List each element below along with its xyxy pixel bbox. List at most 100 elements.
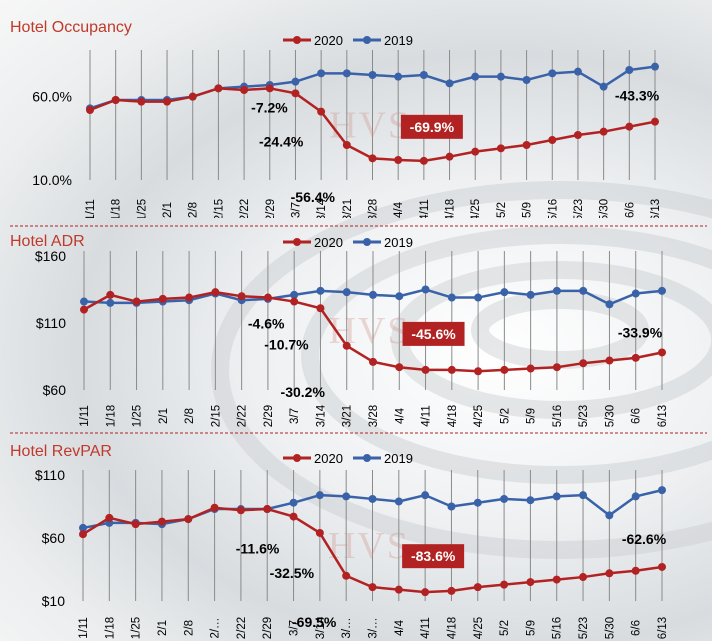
data-point-2019 [80, 297, 88, 306]
x-tick-label: 5/23 [573, 199, 585, 218]
data-point-2020 [158, 294, 167, 303]
x-tick-label: 2/15 [213, 199, 225, 218]
data-point-2020 [631, 353, 640, 362]
annotation-label: -56.4% [291, 189, 336, 205]
data-point-2020 [240, 86, 249, 94]
data-point-2020 [214, 84, 223, 93]
data-point-2019 [368, 71, 377, 79]
annotation-label: -7.2% [251, 99, 288, 115]
data-point-2020 [552, 363, 561, 372]
x-tick-label: 5/2 [499, 620, 511, 636]
data-point-2020 [395, 363, 404, 372]
data-point-2020 [86, 106, 94, 114]
x-tick-label: 3/21 [342, 405, 354, 427]
x-tick-label: 6/6 [631, 620, 643, 636]
x-tick-label: 1/18 [104, 617, 116, 639]
data-point-2020 [496, 144, 505, 153]
annotation-label-highlight: -69.9% [410, 119, 455, 135]
data-point-2020 [188, 92, 197, 101]
data-point-2019 [447, 293, 456, 302]
data-point-2019 [342, 492, 351, 501]
data-point-2020 [163, 97, 172, 106]
y-tick-label: $60 [43, 382, 67, 398]
x-tick-label: 2/1 [158, 408, 170, 424]
y-tick-label: 60.0% [32, 89, 72, 105]
data-point-2020 [605, 356, 614, 365]
data-point-2020 [342, 571, 351, 580]
data-point-2020 [132, 297, 141, 306]
data-point-2019 [445, 79, 454, 88]
x-tick-label: 5/16 [547, 199, 559, 218]
x-tick-label: 1/25 [131, 617, 143, 639]
legend-label-2019: 2019 [384, 33, 413, 48]
data-point-2020 [579, 573, 588, 582]
y-tick-label: $160 [35, 248, 66, 264]
x-tick-label: 1/11 [78, 617, 90, 639]
x-tick-label: 3/14 [315, 404, 327, 427]
annotation-label: -4.6% [248, 316, 285, 332]
data-point-2020 [500, 580, 509, 589]
data-point-2020 [316, 304, 325, 313]
annotation-label: -24.4% [259, 134, 304, 150]
data-point-2020 [522, 141, 531, 149]
data-point-2020 [526, 578, 535, 587]
highlight-box [402, 544, 465, 569]
annotation-label: -10.7% [264, 336, 309, 352]
x-tick-label: 6/6 [624, 202, 636, 218]
data-point-2020 [291, 89, 300, 98]
data-point-2019 [419, 71, 428, 79]
data-point-2020 [342, 141, 351, 149]
data-point-2019 [369, 290, 377, 299]
data-point-2019 [421, 491, 430, 500]
y-tick-label: $110 [35, 467, 65, 483]
data-point-2019 [552, 286, 561, 295]
data-point-2020 [289, 512, 298, 521]
x-tick-label: 4/25 [470, 199, 482, 218]
data-point-2019 [79, 523, 87, 532]
x-tick-label: 5/30 [599, 199, 611, 218]
data-point-2019 [316, 286, 325, 295]
data-point-2020 [185, 293, 194, 302]
legend-label-2019: 2019 [384, 235, 413, 250]
data-point-2019 [473, 498, 482, 507]
x-tick-label: 3/21 [342, 199, 354, 218]
data-point-2019 [342, 69, 351, 78]
data-point-2020 [111, 96, 120, 104]
x-tick-label: 3/7 [289, 620, 301, 636]
x-tick-label: 2/8 [184, 408, 196, 424]
annotation-label-highlight: -83.6% [411, 548, 456, 564]
data-point-2020 [421, 365, 430, 374]
data-point-2020 [579, 359, 588, 368]
highlight-box [400, 114, 463, 139]
annotation-label-highlight: -45.6% [411, 326, 456, 342]
data-point-2019 [315, 491, 324, 500]
data-point-2020 [625, 122, 634, 131]
data-point-2019 [342, 288, 351, 297]
annotation-label: -30.2% [281, 384, 326, 400]
x-tick-label: 4/4 [394, 407, 406, 424]
data-point-2019 [526, 496, 535, 505]
annotation-label: -32.5% [270, 565, 315, 581]
y-tick-label: $110 [36, 315, 66, 331]
x-tick-label: 3/28 [368, 405, 380, 427]
data-point-2019 [474, 293, 483, 302]
watermark-logo: HVS [328, 525, 410, 567]
data-point-2020 [210, 503, 219, 512]
data-point-2020 [211, 288, 220, 297]
data-point-2020 [394, 585, 403, 594]
data-point-2020 [605, 569, 614, 578]
data-point-2020 [290, 297, 299, 306]
x-tick-label: 5/9 [525, 620, 537, 636]
data-point-2019 [421, 285, 430, 294]
x-tick-label: 3/7 [289, 408, 301, 424]
data-point-2020 [526, 364, 535, 373]
x-tick-label: 5/9 [522, 202, 534, 218]
data-point-2020 [548, 136, 557, 144]
chart-title: Hotel ADR [10, 233, 85, 250]
x-tick-label: 2/1 [157, 620, 169, 636]
data-point-2019 [290, 290, 299, 299]
data-point-2019 [368, 494, 377, 503]
legend-marker-2019 [363, 238, 371, 246]
data-point-2020 [471, 147, 480, 156]
x-tick-label: 3/7 [290, 202, 302, 218]
